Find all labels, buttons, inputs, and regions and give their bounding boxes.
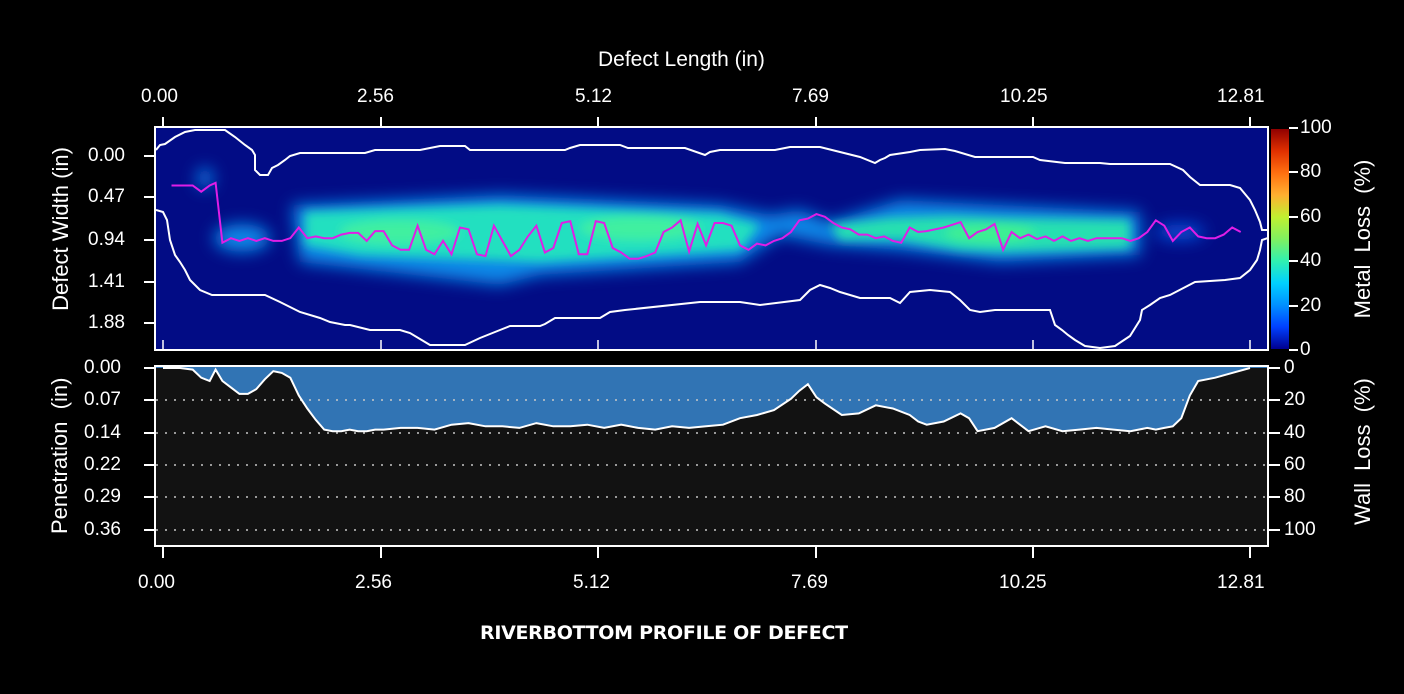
upper-y-tick-3: 1.41 xyxy=(88,271,125,292)
upper-y-tick-4: 1.88 xyxy=(88,312,125,333)
lower-y-tick-5: 0.36 xyxy=(84,519,121,540)
top-axis-ticks xyxy=(162,117,1251,127)
top-axis-title: Defect Length (in) xyxy=(598,48,765,71)
lower-right-ticks xyxy=(1268,367,1280,531)
upper-y-tick-2: 0.94 xyxy=(88,229,125,250)
lower-y-tick-3: 0.22 xyxy=(84,454,121,475)
bottom-tick-4: 10.25 xyxy=(999,572,1047,593)
colorbar-title: Metal Loss (%) xyxy=(1350,159,1375,319)
top-tick-5: 12.81 xyxy=(1217,86,1265,107)
bottom-tick-0: 0.00 xyxy=(138,572,175,593)
riverbottom-profile-line xyxy=(163,367,1251,433)
colorbar-tick-80: 80 xyxy=(1300,161,1322,182)
colorbar-tick-40: 40 xyxy=(1300,250,1322,271)
bottom-tick-3: 7.69 xyxy=(791,572,828,593)
defect-outline xyxy=(156,129,1267,349)
heatmap-plot xyxy=(156,128,1267,349)
wall-loss-tick-80: 80 xyxy=(1284,486,1306,507)
wall-loss-tick-40: 40 xyxy=(1284,422,1306,443)
wall-loss-tick-60: 60 xyxy=(1284,454,1306,475)
top-tick-4: 10.25 xyxy=(1000,86,1048,107)
lower-y-axis-title: Penetration (in) xyxy=(47,377,72,534)
upper-y-axis-title: Defect Width (in) xyxy=(48,147,73,311)
lower-y-tick-0: 0.00 xyxy=(84,357,121,378)
colorbar-tick-0: 0 xyxy=(1300,339,1311,360)
top-tick-3: 7.69 xyxy=(792,86,829,107)
colorbar-ticks xyxy=(1289,127,1298,351)
wall-loss-tick-0: 0 xyxy=(1284,357,1295,378)
upper-y-ticks xyxy=(144,155,155,324)
bottom-tick-1: 2.56 xyxy=(355,572,392,593)
remaining-wall-area xyxy=(156,368,1267,545)
bottom-axis-ticks xyxy=(162,546,1251,558)
max-depth-trace xyxy=(171,181,1242,260)
wall-loss-tick-20: 20 xyxy=(1284,389,1306,410)
upper-plot-frame xyxy=(154,126,1269,351)
upper-y-tick-1: 0.47 xyxy=(88,186,125,207)
lower-plot-frame xyxy=(154,365,1269,547)
colorbar-tick-100: 100 xyxy=(1300,117,1332,138)
top-tick-0: 0.00 xyxy=(141,86,178,107)
colorbar-tick-60: 60 xyxy=(1300,206,1322,227)
upper-y-tick-0: 0.00 xyxy=(88,145,125,166)
top-tick-1: 2.56 xyxy=(357,86,394,107)
colorbar-tick-20: 20 xyxy=(1300,295,1322,316)
riverbottom-plot xyxy=(156,367,1267,545)
lower-y-tick-4: 0.29 xyxy=(84,486,121,507)
lower-y-ticks xyxy=(144,367,155,531)
wall-loss-axis-title: Wall Loss (%) xyxy=(1350,378,1375,525)
lower-y-tick-1: 0.07 xyxy=(84,389,121,410)
bottom-tick-2: 5.12 xyxy=(573,572,610,593)
wall-loss-tick-100: 100 xyxy=(1284,519,1316,540)
colorbar xyxy=(1271,129,1289,349)
chart-caption: RIVERBOTTOM PROFILE OF DEFECT xyxy=(480,622,848,644)
top-tick-2: 5.12 xyxy=(575,86,612,107)
lower-y-tick-2: 0.14 xyxy=(84,422,121,443)
bottom-tick-5: 12.81 xyxy=(1217,572,1265,593)
